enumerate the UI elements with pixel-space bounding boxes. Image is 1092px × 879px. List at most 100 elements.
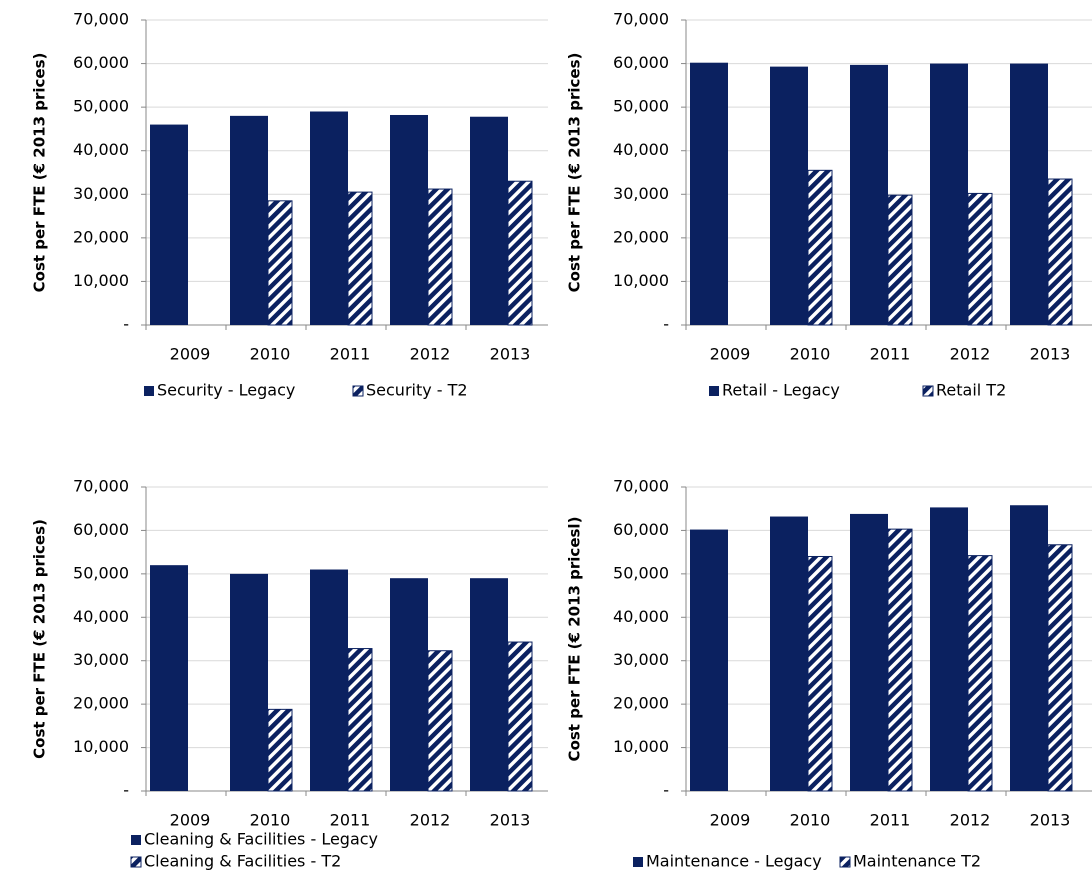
y-tick-label: 30,000 <box>613 650 669 669</box>
y-tick-label: 70,000 <box>613 10 669 29</box>
bar <box>390 578 428 791</box>
y-tick-label: 30,000 <box>73 184 129 203</box>
bar <box>150 124 188 325</box>
y-axis-title: Cost per FTE (€ 2013 pricesl) <box>566 517 584 762</box>
x-tick-label: 2013 <box>490 811 531 830</box>
bar <box>887 528 913 792</box>
x-tick-label: 2009 <box>710 345 751 364</box>
bar <box>807 555 833 792</box>
y-tick-label: 70,000 <box>613 477 669 496</box>
legend-swatch <box>709 386 719 396</box>
y-tick-label: 10,000 <box>613 271 669 290</box>
legend-swatch <box>352 385 364 397</box>
bar <box>690 529 728 791</box>
y-tick-label: 50,000 <box>73 97 129 116</box>
bar <box>507 180 533 326</box>
bar <box>807 169 833 326</box>
bar <box>470 116 508 325</box>
y-tick-label: 50,000 <box>613 97 669 116</box>
bar <box>150 565 188 791</box>
y-tick-label: 50,000 <box>613 563 669 582</box>
y-tick-label: 50,000 <box>73 563 129 582</box>
legend-swatch <box>131 835 141 845</box>
bar <box>1047 178 1073 326</box>
bar <box>770 516 808 791</box>
bar <box>267 200 293 326</box>
legend-swatch <box>144 386 154 396</box>
y-tick-label: 10,000 <box>613 737 669 756</box>
bar <box>850 513 888 791</box>
y-tick-label: 60,000 <box>73 53 129 72</box>
bar <box>230 115 268 325</box>
bar <box>967 192 993 326</box>
y-axis-title: Cost per FTE (€ 2013 prices) <box>31 519 49 759</box>
bar <box>470 578 508 791</box>
x-tick-label: 2013 <box>1030 811 1071 830</box>
bar <box>347 191 373 326</box>
bar <box>267 708 293 792</box>
x-tick-label: 2011 <box>330 811 371 830</box>
x-tick-label: 2009 <box>170 811 211 830</box>
bar <box>1047 544 1073 792</box>
y-tick-label: 10,000 <box>73 737 129 756</box>
y-tick-label: 30,000 <box>73 650 129 669</box>
x-tick-label: 2010 <box>790 811 831 830</box>
y-tick-label: 40,000 <box>613 140 669 159</box>
bar <box>427 650 453 792</box>
bar <box>1010 63 1048 325</box>
y-tick-label: 40,000 <box>613 607 669 626</box>
y-tick-label: - <box>663 781 669 800</box>
legend-label: Retail T2 <box>936 381 1006 400</box>
x-tick-label: 2011 <box>330 345 371 364</box>
y-tick-label: 20,000 <box>613 227 669 246</box>
y-axis-title: Cost per FTE (€ 2013 prices) <box>31 53 49 293</box>
bar <box>850 64 888 325</box>
legend-label: Cleaning & Facilities - Legacy <box>144 830 378 849</box>
bar <box>1010 505 1048 791</box>
x-tick-label: 2013 <box>490 345 531 364</box>
bar <box>310 569 348 791</box>
y-tick-label: 70,000 <box>73 10 129 29</box>
legend-swatch <box>130 856 142 868</box>
bar <box>230 573 268 791</box>
x-tick-label: 2010 <box>250 811 291 830</box>
legend-label: Security - T2 <box>366 381 468 400</box>
legend-label: Security - Legacy <box>157 381 295 400</box>
y-axis-title: Cost per FTE (€ 2013 prices) <box>566 53 584 293</box>
x-tick-label: 2009 <box>710 811 751 830</box>
legend-swatch <box>922 385 934 397</box>
y-tick-label: 60,000 <box>613 53 669 72</box>
y-tick-label: 40,000 <box>73 140 129 159</box>
legend-label: Maintenance T2 <box>853 852 981 871</box>
bar <box>507 641 533 792</box>
y-tick-label: 10,000 <box>73 271 129 290</box>
y-tick-label: 70,000 <box>73 477 129 496</box>
y-tick-label: 20,000 <box>613 694 669 713</box>
bar <box>930 507 968 791</box>
y-tick-label: - <box>123 781 129 800</box>
y-tick-label: - <box>663 315 669 334</box>
y-tick-label: 30,000 <box>613 184 669 203</box>
x-tick-label: 2013 <box>1030 345 1071 364</box>
x-tick-label: 2011 <box>870 345 911 364</box>
y-tick-label: 20,000 <box>73 694 129 713</box>
y-tick-label: 60,000 <box>613 520 669 539</box>
x-tick-label: 2012 <box>410 345 451 364</box>
legend-label: Maintenance - Legacy <box>646 852 822 871</box>
legend-swatch <box>633 857 643 867</box>
bar <box>887 194 913 326</box>
y-tick-label: 60,000 <box>73 520 129 539</box>
bar <box>690 62 728 325</box>
x-tick-label: 2012 <box>410 811 451 830</box>
x-tick-label: 2010 <box>250 345 291 364</box>
x-tick-label: 2012 <box>950 811 991 830</box>
legend-swatch <box>839 856 851 868</box>
bar <box>310 111 348 325</box>
y-tick-label: 40,000 <box>73 607 129 626</box>
bar <box>930 63 968 325</box>
bar <box>770 66 808 325</box>
bar <box>427 188 453 326</box>
y-tick-label: - <box>123 315 129 334</box>
